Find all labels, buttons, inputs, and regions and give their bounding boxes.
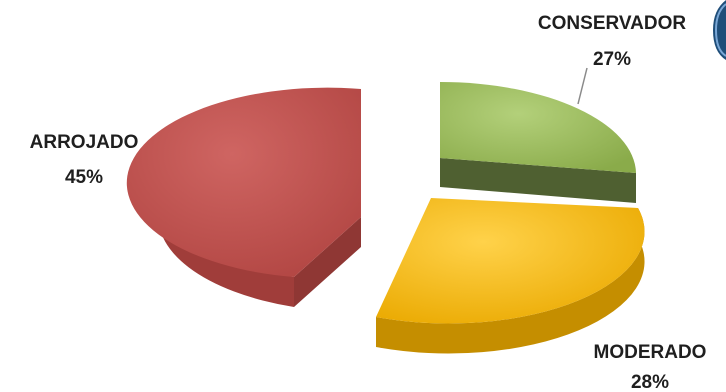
slice-side: [158, 175, 294, 307]
pie-slice-conservador: [440, 82, 636, 203]
corner-decoration-ring: [714, 3, 726, 57]
pie-slice-arrojado: [126, 87, 361, 307]
value-moderado: 28%: [631, 372, 669, 392]
value-arrojado: 45%: [65, 167, 103, 188]
label-conservador: CONSERVADOR: [538, 13, 686, 34]
slice-top: [376, 198, 645, 324]
slice-top: [440, 82, 636, 173]
slice-side: [440, 82, 636, 203]
corner-decoration: [713, 0, 726, 60]
slice-side: [294, 89, 361, 307]
label-arrojado: ARROJADO: [30, 132, 139, 153]
leader-line-conservador: [577, 67, 588, 105]
pie-slice-moderado: [376, 198, 645, 354]
slice-top: [126, 87, 361, 277]
value-conservador: 27%: [593, 49, 631, 70]
slice-side: [376, 208, 645, 354]
label-moderado: MODERADO: [594, 342, 707, 363]
